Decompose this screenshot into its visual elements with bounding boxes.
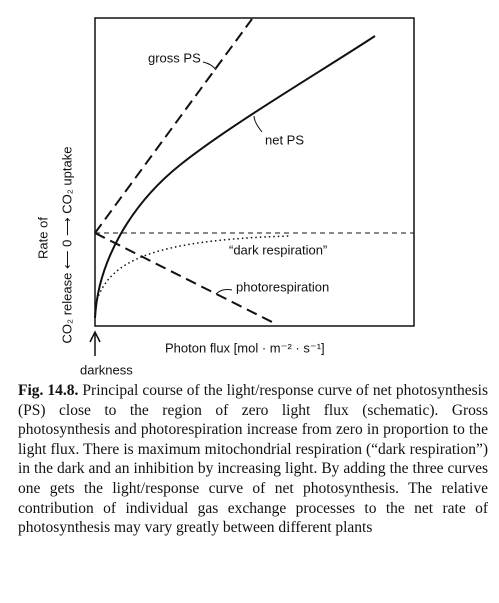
dark-respiration-curve <box>96 235 291 301</box>
photorespiration-label: photorespiration <box>236 279 329 294</box>
plot-frame <box>94 17 415 327</box>
darkness-label: darkness <box>80 362 133 377</box>
net-ps-curve <box>94 35 376 319</box>
darkness-arrow <box>89 330 101 356</box>
photorespiration-leader <box>215 289 233 295</box>
figure: gross PS net PS “dark respiration” photo… <box>35 17 415 377</box>
y-axis-label: CO₂ release ⟵ 0 ⟶ CO₂ uptake <box>59 147 74 344</box>
net-ps-leader <box>253 115 263 133</box>
caption: Fig. 14.8. Principal course of the light… <box>18 381 488 538</box>
y-axis-title: Rate of <box>35 217 50 259</box>
caption-label: Fig. 14.8. <box>18 382 79 399</box>
caption-text: Principal course of the light/response c… <box>18 382 489 537</box>
net-ps-label: net PS <box>265 132 304 147</box>
x-axis-label: Photon flux [mol · m⁻² · s⁻¹] <box>165 340 325 355</box>
dark-respiration-label: “dark respiration” <box>229 242 327 257</box>
gross-ps-label: gross PS <box>148 50 201 65</box>
gross-ps-curve <box>94 18 253 234</box>
gross-ps-leader <box>202 61 217 71</box>
